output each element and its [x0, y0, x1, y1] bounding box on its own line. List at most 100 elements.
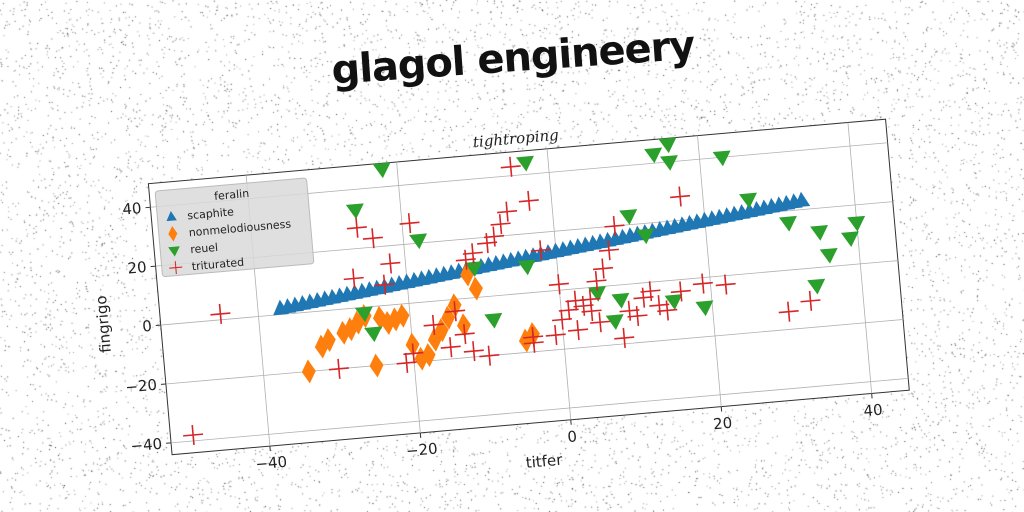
legend-marker-triturated — [169, 261, 183, 275]
point-triturated — [627, 305, 648, 327]
point-triturated — [670, 186, 691, 207]
legend-marker-reuel — [168, 246, 180, 257]
point-nonmelodiousness — [301, 359, 316, 384]
point-reuel — [516, 155, 534, 172]
point-nonmelodiousness — [460, 262, 475, 287]
legend-label-triturated: triturated — [191, 256, 244, 274]
point-reuel — [354, 306, 373, 323]
chart-subtitle: tightroping — [472, 126, 559, 151]
point-triturated — [604, 215, 625, 237]
point-triturated — [463, 341, 484, 362]
point-triturated — [614, 327, 635, 348]
x-gridline — [697, 135, 722, 407]
point-reuel — [779, 215, 797, 232]
point-triturated — [640, 281, 661, 302]
point-triturated — [399, 213, 420, 234]
point-triturated — [380, 253, 401, 274]
point-triturated — [598, 240, 620, 261]
point-reuel — [464, 261, 483, 277]
y-tick-label: −40 — [130, 435, 163, 456]
point-reuel — [739, 192, 758, 209]
point-reuel — [619, 209, 638, 225]
x-gridline — [847, 122, 873, 394]
point-nonmelodiousness — [395, 303, 410, 328]
point-triturated — [500, 156, 521, 177]
point-nonmelodiousness — [468, 276, 483, 301]
x-gridline — [396, 161, 421, 433]
point-triturated — [462, 243, 483, 264]
point-reuel — [659, 155, 678, 171]
point-nonmelodiousness — [441, 305, 456, 330]
point-triturated — [590, 312, 611, 333]
point-nonmelodiousness — [380, 311, 395, 335]
point-triturated — [670, 281, 691, 302]
legend-entry-scaphite: scaphite — [166, 205, 235, 222]
point-triturated — [581, 301, 602, 322]
point-triturated — [423, 314, 444, 335]
legend-entry-reuel: reuel — [168, 241, 219, 257]
y-tick-label: −20 — [125, 376, 158, 397]
series-reuel — [345, 137, 866, 343]
point-triturated — [586, 270, 607, 292]
point-reuel — [588, 286, 606, 302]
point-reuel — [840, 231, 859, 247]
point-triturated — [445, 301, 466, 322]
point-triturated — [715, 274, 736, 295]
point-reuel — [658, 137, 677, 154]
point-nonmelodiousness — [336, 320, 351, 345]
point-reuel — [364, 326, 383, 343]
point-triturated — [396, 352, 417, 373]
point-reuel — [605, 314, 624, 330]
point-reuel — [807, 278, 826, 295]
point-triturated — [518, 190, 539, 211]
point-reuel — [847, 215, 866, 232]
legend: feralin scaphitenonmelodiousnessreueltri… — [154, 177, 315, 278]
point-triturated — [530, 240, 551, 261]
plot-area — [147, 118, 910, 456]
point-reuel — [484, 312, 503, 329]
point-triturated — [800, 290, 821, 311]
x-axis-label: titfer — [525, 451, 564, 472]
point-nonmelodiousness — [518, 328, 533, 353]
x-tick-label: −20 — [405, 440, 438, 461]
point-triturated — [548, 274, 569, 295]
point-triturated — [558, 300, 579, 321]
point-triturated — [551, 309, 573, 330]
point-triturated — [592, 258, 614, 279]
y-tick-label: 0 — [141, 317, 152, 336]
x-tick-label: 40 — [863, 401, 884, 421]
point-reuel — [611, 292, 630, 309]
point-scaphite — [794, 191, 811, 208]
point-nonmelodiousness — [388, 307, 403, 332]
point-reuel — [345, 203, 364, 220]
legend-marker-scaphite — [166, 210, 177, 222]
point-nonmelodiousness — [369, 353, 384, 378]
y-tick-label: 20 — [127, 258, 148, 278]
point-triturated — [440, 337, 461, 358]
point-triturated — [692, 273, 713, 294]
point-nonmelodiousness — [421, 343, 436, 367]
legend-box — [154, 177, 315, 278]
point-triturated — [343, 268, 364, 289]
legend-marker-nonmelodiousness — [168, 225, 178, 242]
point-triturated — [403, 343, 424, 364]
y-tick-label: 40 — [122, 199, 143, 219]
point-reuel — [644, 147, 663, 164]
data-marks — [183, 137, 866, 446]
point-reuel — [819, 247, 838, 264]
y-gridline — [171, 377, 909, 444]
point-triturated — [210, 303, 231, 324]
point-triturated — [183, 424, 204, 446]
axis-ticks: −40 −20 0 20 40 −40 −20 0 20 40 — [122, 199, 884, 474]
point-triturated — [490, 214, 511, 235]
x-tick-label: −40 — [255, 453, 288, 474]
point-reuel — [810, 225, 829, 241]
point-nonmelodiousness — [343, 317, 358, 342]
point-reuel — [517, 259, 536, 276]
point-triturated — [657, 300, 678, 321]
point-triturated — [328, 358, 349, 379]
y-axis-label: fingrigo — [92, 295, 115, 354]
point-triturated — [545, 324, 566, 346]
point-triturated — [497, 201, 518, 222]
